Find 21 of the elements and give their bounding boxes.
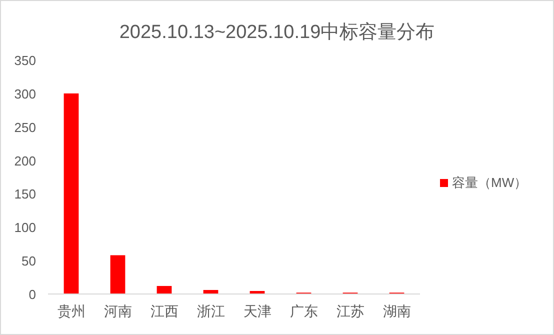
y-tick-label: 150 bbox=[14, 186, 36, 202]
y-tick-label: 100 bbox=[14, 220, 36, 236]
bar bbox=[156, 286, 172, 294]
y-tick-label: 0 bbox=[28, 287, 36, 302]
legend-label: 容量（MW） bbox=[452, 175, 528, 190]
y-tick-label: 300 bbox=[14, 86, 36, 102]
y-tick-label: 250 bbox=[14, 120, 36, 135]
x-tick-label: 河南 bbox=[104, 303, 132, 319]
y-tick-label: 350 bbox=[14, 53, 36, 68]
bar bbox=[110, 255, 126, 294]
chart-title: 2025.10.13~2025.10.19中标容量分布 bbox=[119, 21, 435, 43]
x-tick-label: 广东 bbox=[290, 303, 318, 319]
x-tick-label: 浙江 bbox=[196, 303, 225, 319]
x-tick-label: 贵州 bbox=[57, 303, 86, 319]
y-tick-label: 200 bbox=[14, 153, 36, 168]
bar bbox=[64, 93, 79, 294]
y-tick-label: 50 bbox=[22, 254, 36, 269]
x-tick-label: 江西 bbox=[150, 303, 178, 319]
x-tick-label: 天津 bbox=[243, 303, 272, 319]
x-tick-label: 江苏 bbox=[336, 303, 364, 319]
x-tick-label: 湖南 bbox=[382, 303, 411, 319]
